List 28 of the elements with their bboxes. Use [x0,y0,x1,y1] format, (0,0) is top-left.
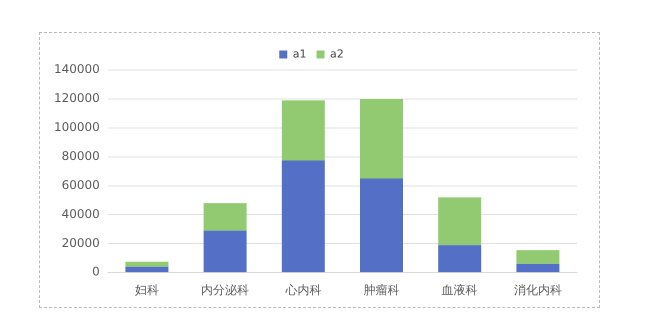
x-tick-label: 肿瘤科 [364,282,400,297]
bar [438,197,482,246]
bar [360,178,404,272]
x-tick-label: 消化内科 [514,282,562,297]
x-tick-label: 心内科 [284,282,322,297]
bar [282,160,325,272]
x-tick-label: 血液科 [442,282,478,297]
y-tick-label: 20000 [62,236,100,250]
y-tick-label: 100000 [54,120,100,134]
bar [204,230,247,272]
x-tick-label: 妇科 [134,282,159,297]
bar [282,100,325,160]
legend-label: a1 [292,47,307,60]
y-tick-label: 120000 [54,91,100,106]
y-tick-label: 140000 [54,62,100,76]
y-tick-label: 80000 [62,148,100,163]
y-tick-label: 40000 [62,206,100,221]
legend-label: a2 [330,47,344,60]
bar [125,262,168,267]
y-tick-label: 0 [92,264,100,279]
y-tick-label: 60000 [62,178,100,192]
bar [360,98,404,179]
bar [204,203,247,231]
bar [125,266,168,272]
x-tick-label: 内分泌科 [201,282,250,297]
bar [516,250,560,264]
bar [438,245,482,272]
bar [516,264,560,272]
